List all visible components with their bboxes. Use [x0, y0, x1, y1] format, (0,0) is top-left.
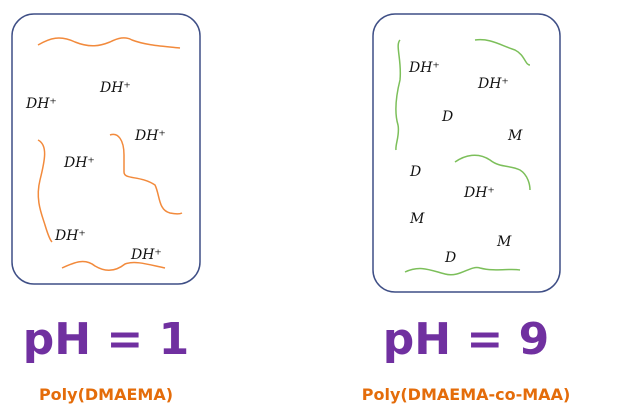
species-label: M [507, 128, 523, 144]
ph-label: pH = 1 [23, 314, 189, 365]
species-label: DH⁺ [54, 228, 86, 244]
left-box [12, 14, 200, 284]
right-box [373, 14, 560, 292]
species-label: DH⁺ [99, 80, 131, 96]
diagram: pH = 1 Poly(DMAEMA) pH = 9 Poly(DMAEMA-c… [0, 0, 621, 411]
species-label: D [409, 164, 421, 180]
species-label: DH⁺ [63, 155, 95, 171]
species-label: M [496, 234, 512, 250]
polymer-name: Poly(DMAEMA-co-MAA) [362, 385, 571, 404]
species-label: D [444, 250, 456, 266]
polymer-name: Poly(DMAEMA) [39, 385, 173, 404]
species-label: DH⁺ [477, 76, 509, 92]
species-label: DH⁺ [408, 60, 440, 76]
species-label: DH⁺ [130, 247, 162, 263]
species-label: DH⁺ [463, 185, 495, 201]
species-label: M [409, 211, 425, 227]
ph-label: pH = 9 [383, 314, 549, 365]
species-label: DH⁺ [134, 128, 166, 144]
species-label: D [441, 109, 453, 125]
species-label: DH⁺ [25, 96, 57, 112]
